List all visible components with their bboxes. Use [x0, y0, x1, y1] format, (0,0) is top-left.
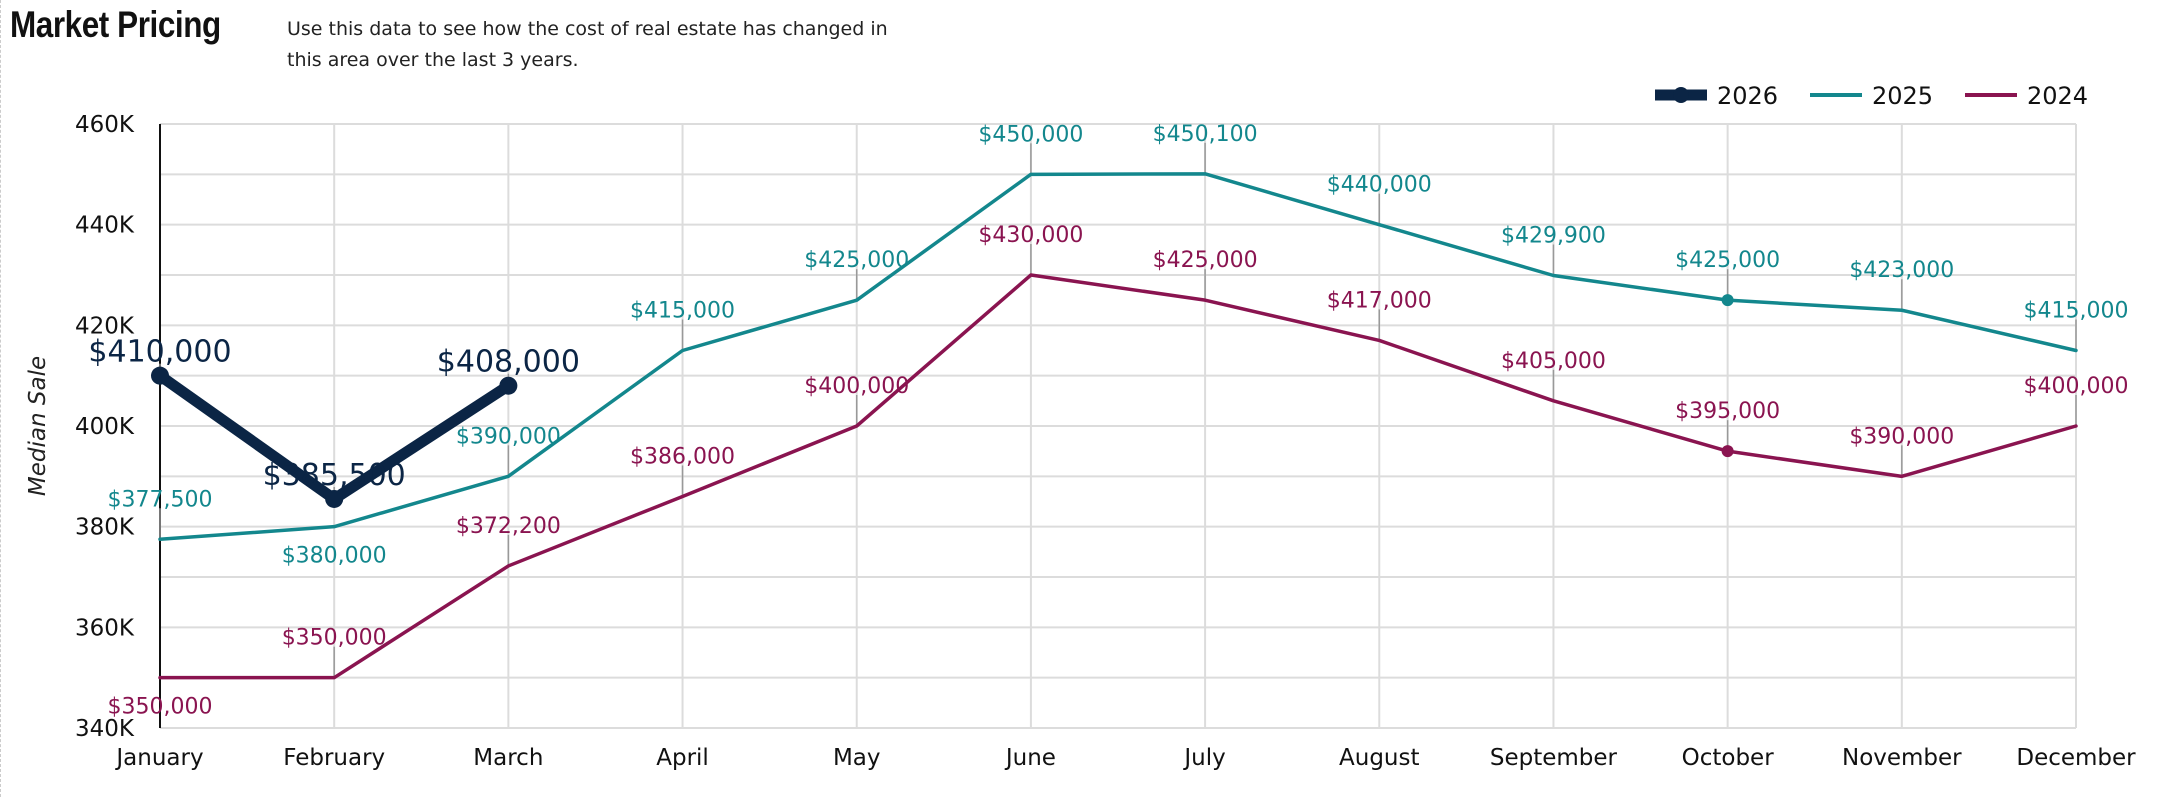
series-line-2024 — [158, 273, 2078, 680]
data-label-2024: $395,000 — [1675, 399, 1780, 424]
data-label-2026: $410,000 — [88, 335, 231, 370]
data-label-2025: $450,000 — [978, 122, 1083, 147]
data-label-2024: $430,000 — [978, 223, 1083, 248]
legend-label: 2024 — [2027, 82, 2088, 110]
data-point-2026 — [325, 489, 344, 508]
legend-label: 2026 — [1717, 82, 1778, 110]
y-tick-label: 380K — [75, 515, 135, 541]
data-label-2025: $425,000 — [1675, 248, 1780, 273]
label-leaders — [159, 142, 2077, 678]
series-line-2025 — [158, 172, 2078, 541]
x-tick-label: September — [1490, 745, 1618, 771]
data-label-2026: $408,000 — [437, 345, 580, 380]
data-point-2025 — [1721, 294, 1734, 307]
y-tick-label: 440K — [75, 213, 135, 239]
data-label-2025: $425,000 — [804, 248, 909, 273]
data-label-2025: $380,000 — [282, 544, 387, 569]
data-label-2025: $423,000 — [1849, 258, 1954, 283]
x-tick-label: August — [1339, 745, 1420, 771]
x-tick-label: December — [2016, 745, 2136, 771]
data-point-2026 — [499, 376, 518, 395]
series-layer — [151, 172, 2078, 680]
data-label-2025: $415,000 — [630, 299, 735, 324]
x-tick-label: June — [1004, 745, 1056, 771]
legend-item-2025[interactable]: 2025 — [1810, 82, 1933, 110]
x-tick-label: March — [473, 745, 543, 771]
data-label-2026: $385,500 — [263, 458, 406, 493]
x-tick-label: October — [1682, 745, 1775, 771]
grid — [160, 123, 2077, 729]
data-label-2025: $429,900 — [1501, 224, 1606, 249]
legend-label: 2025 — [1872, 82, 1933, 110]
x-tick-label: January — [114, 745, 203, 771]
y-axis-title: Median Sale — [25, 356, 51, 496]
x-tick-label: July — [1182, 745, 1225, 771]
data-label-2024: $400,000 — [2024, 374, 2129, 399]
y-tick-label: 400K — [75, 414, 135, 440]
legend-item-2024[interactable]: 2024 — [1965, 82, 2088, 110]
data-label-2025: $377,500 — [108, 487, 213, 512]
legend-marker — [1673, 87, 1689, 103]
y-tick-label: 360K — [75, 615, 135, 641]
data-label-2025: $390,000 — [456, 424, 561, 449]
data-label-2024: $405,000 — [1501, 349, 1606, 374]
page-subtitle: Use this data to see how the cost of rea… — [287, 18, 888, 71]
data-label-2024: $400,000 — [804, 374, 909, 399]
data-label-2024: $386,000 — [630, 444, 735, 469]
data-label-2024: $350,000 — [108, 695, 213, 720]
y-tick-label: 460K — [75, 112, 135, 138]
legend-item-2026[interactable]: 2026 — [1655, 82, 1778, 110]
data-label-2024: $372,200 — [456, 514, 561, 539]
page-edge — [0, 0, 2, 797]
x-tick-label: November — [1842, 745, 1962, 771]
y-tick-label: 340K — [75, 716, 135, 742]
x-tick-label: May — [833, 745, 881, 771]
x-tick-label: February — [283, 745, 385, 771]
data-label-2024: $425,000 — [1153, 248, 1258, 273]
data-label-2025: $415,000 — [2024, 299, 2129, 324]
data-labels: $410,000 $385,500 $408,000 $377,500 $380,000… — [88, 122, 2128, 720]
data-label-2024: $350,000 — [282, 626, 387, 651]
legend[interactable]: 2026 2025 2024 — [1655, 82, 2088, 110]
data-label-2025: $440,000 — [1327, 173, 1432, 198]
data-point-2026 — [151, 366, 169, 385]
y-tick-label: 420K — [75, 313, 135, 339]
axes: 340K 360K 380K 400K 420K 440K 460K January Febru… — [25, 112, 2136, 771]
data-label-2024: $417,000 — [1327, 288, 1432, 313]
x-tick-label: April — [656, 745, 709, 771]
page-title: Market Pricing — [10, 4, 221, 45]
data-label-2024: $390,000 — [1849, 424, 1954, 449]
data-label-2025: $450,100 — [1153, 122, 1258, 147]
data-point-2024 — [1721, 445, 1734, 458]
